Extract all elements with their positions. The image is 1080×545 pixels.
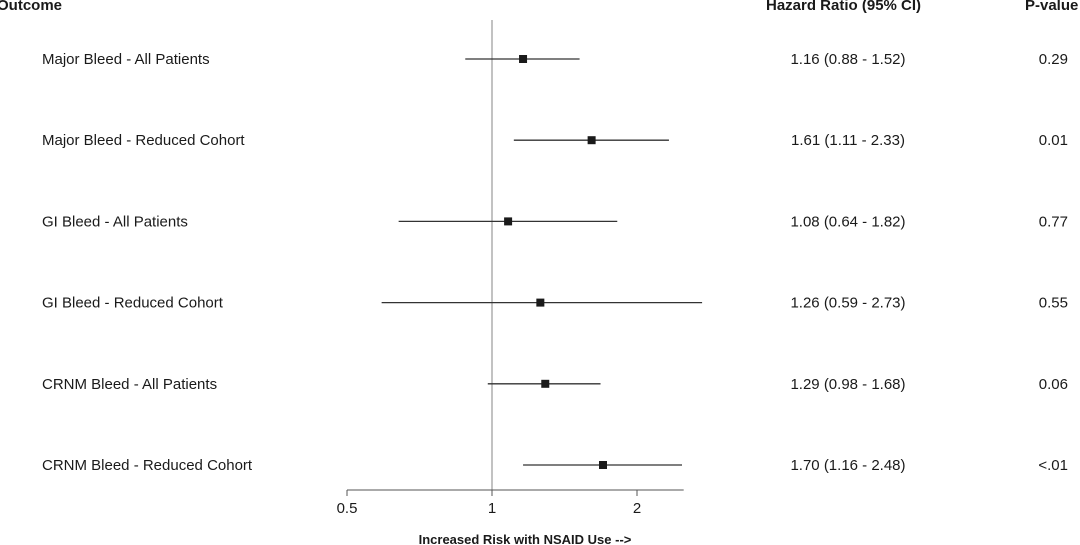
hazard-ratio-marker xyxy=(541,379,550,388)
forest-row: CRNM Bleed - All Patients 1.29 (0.98 - 1.… xyxy=(42,376,1068,393)
x-tick-label: 1 xyxy=(488,500,496,517)
outcome-column-header: Outcome xyxy=(0,0,63,14)
hazard-ratio-value: 1.08 (0.64 - 1.82) xyxy=(790,213,905,230)
outcome-label: Major Bleed - Reduced Cohort xyxy=(42,132,245,149)
hazard-ratio-column-header: Hazard Ratio (95% CI) xyxy=(766,0,922,14)
forest-row: GI Bleed - All Patients 1.08 (0.64 - 1.82… xyxy=(42,213,1068,230)
x-axis-title: Increased Risk with NSAID Use --> xyxy=(419,532,632,545)
hazard-ratio-marker xyxy=(536,298,545,307)
forest-row: Major Bleed - All Patients 1.16 (0.88 - 1… xyxy=(42,51,1068,68)
x-tick-label: 2 xyxy=(633,500,641,517)
forest-row: Major Bleed - Reduced Cohort 1.61 (1.11 -… xyxy=(42,132,1068,149)
x-tick-label: 0.5 xyxy=(337,500,358,517)
outcome-label: Major Bleed - All Patients xyxy=(42,51,210,68)
p-value: 0.55 xyxy=(1039,295,1068,312)
forest-row: GI Bleed - Reduced Cohort 1.26 (0.59 - 2.… xyxy=(42,295,1068,312)
outcome-label: GI Bleed - Reduced Cohort xyxy=(42,295,224,312)
hazard-ratio-marker xyxy=(587,136,596,145)
hazard-ratio-value: 1.70 (1.16 - 2.48) xyxy=(790,457,905,474)
forest-row: CRNM Bleed - Reduced Cohort 1.70 (1.16 - … xyxy=(42,457,1068,474)
p-value: 0.01 xyxy=(1039,132,1068,149)
p-value-column-header: P-value xyxy=(1025,0,1079,14)
p-value: 0.29 xyxy=(1039,51,1068,68)
p-value: 0.06 xyxy=(1039,376,1068,393)
hazard-ratio-marker xyxy=(599,461,608,469)
outcome-label: GI Bleed - All Patients xyxy=(42,213,188,230)
hazard-ratio-marker xyxy=(519,55,528,63)
p-value: <.01 xyxy=(1038,457,1068,474)
outcome-label: CRNM Bleed - Reduced Cohort xyxy=(42,457,253,474)
hazard-ratio-value: 1.26 (0.59 - 2.73) xyxy=(790,295,905,312)
p-value: 0.77 xyxy=(1039,213,1068,230)
hazard-ratio-marker xyxy=(504,217,513,226)
outcome-label: CRNM Bleed - All Patients xyxy=(42,376,217,393)
hazard-ratio-value: 1.16 (0.88 - 1.52) xyxy=(790,51,905,68)
hazard-ratio-value: 1.29 (0.98 - 1.68) xyxy=(790,376,905,393)
hazard-ratio-value: 1.61 (1.11 - 2.33) xyxy=(791,132,905,149)
